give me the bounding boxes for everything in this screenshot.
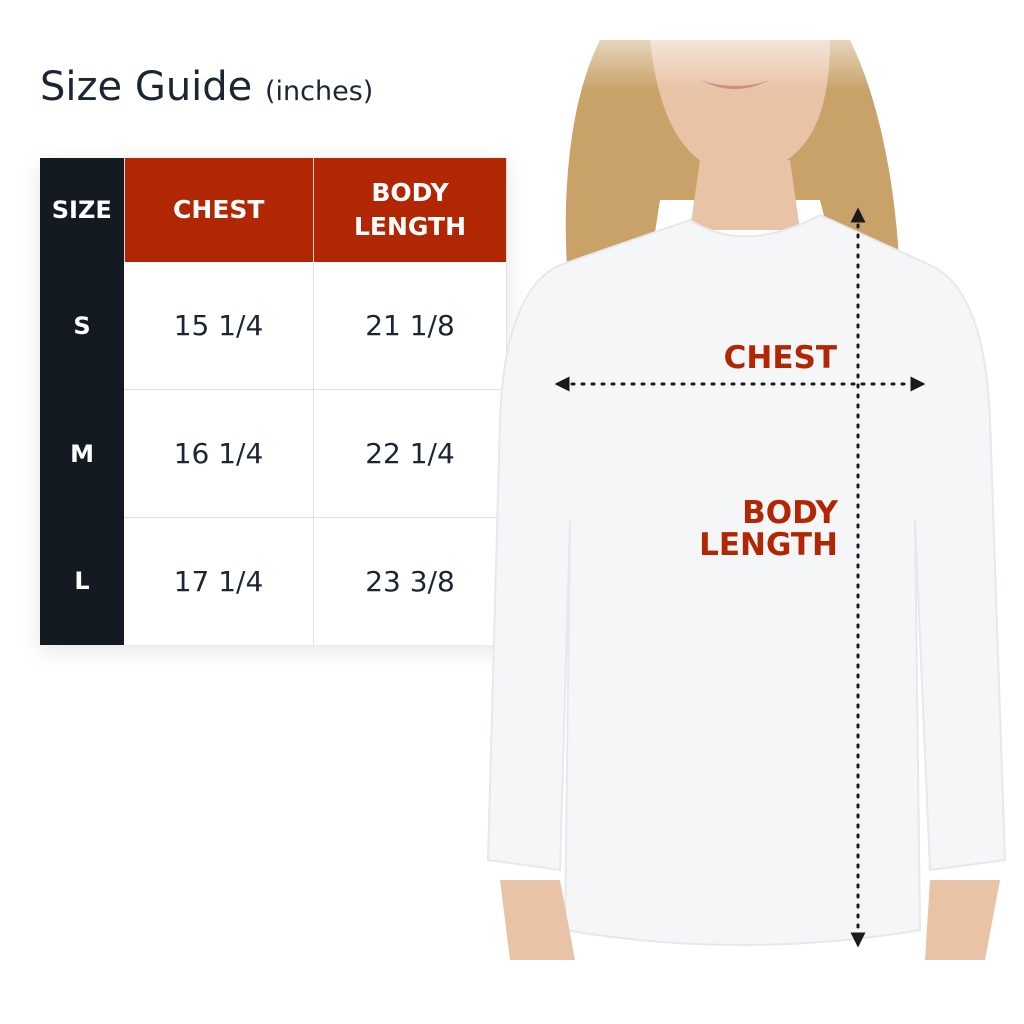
size-table: SIZE CHEST BODY LENGTH S 15 1/4 21 1/8 M… <box>40 158 507 645</box>
size-cell: M <box>40 389 125 518</box>
title-main: Size Guide <box>40 64 253 110</box>
table-row: S 15 1/4 21 1/8 <box>40 262 507 390</box>
header-size: SIZE <box>40 158 125 262</box>
chest-cell: 15 1/4 <box>124 262 315 390</box>
header-body-length: BODY LENGTH <box>313 158 507 262</box>
body-length-cell: 22 1/4 <box>313 389 507 518</box>
size-cell: L <box>40 517 125 645</box>
model-shirt-illustration <box>470 0 1024 960</box>
chest-label: CHEST <box>723 340 837 376</box>
chest-cell: 16 1/4 <box>124 389 315 518</box>
chest-cell: 17 1/4 <box>124 517 315 645</box>
body-length-label: BODY LENGTH <box>699 495 838 563</box>
table-header-row: SIZE CHEST BODY LENGTH <box>40 158 507 262</box>
shirt <box>486 213 1007 946</box>
size-cell: S <box>40 262 125 390</box>
table-row: M 16 1/4 22 1/4 <box>40 389 507 518</box>
header-chest: CHEST <box>124 158 315 262</box>
page-title: Size Guide (inches) <box>40 64 373 110</box>
body-length-cell: 23 3/8 <box>313 517 507 645</box>
table-row: L 17 1/4 23 3/8 <box>40 517 507 645</box>
title-unit: (inches) <box>265 76 374 107</box>
body-length-cell: 21 1/8 <box>313 262 507 390</box>
